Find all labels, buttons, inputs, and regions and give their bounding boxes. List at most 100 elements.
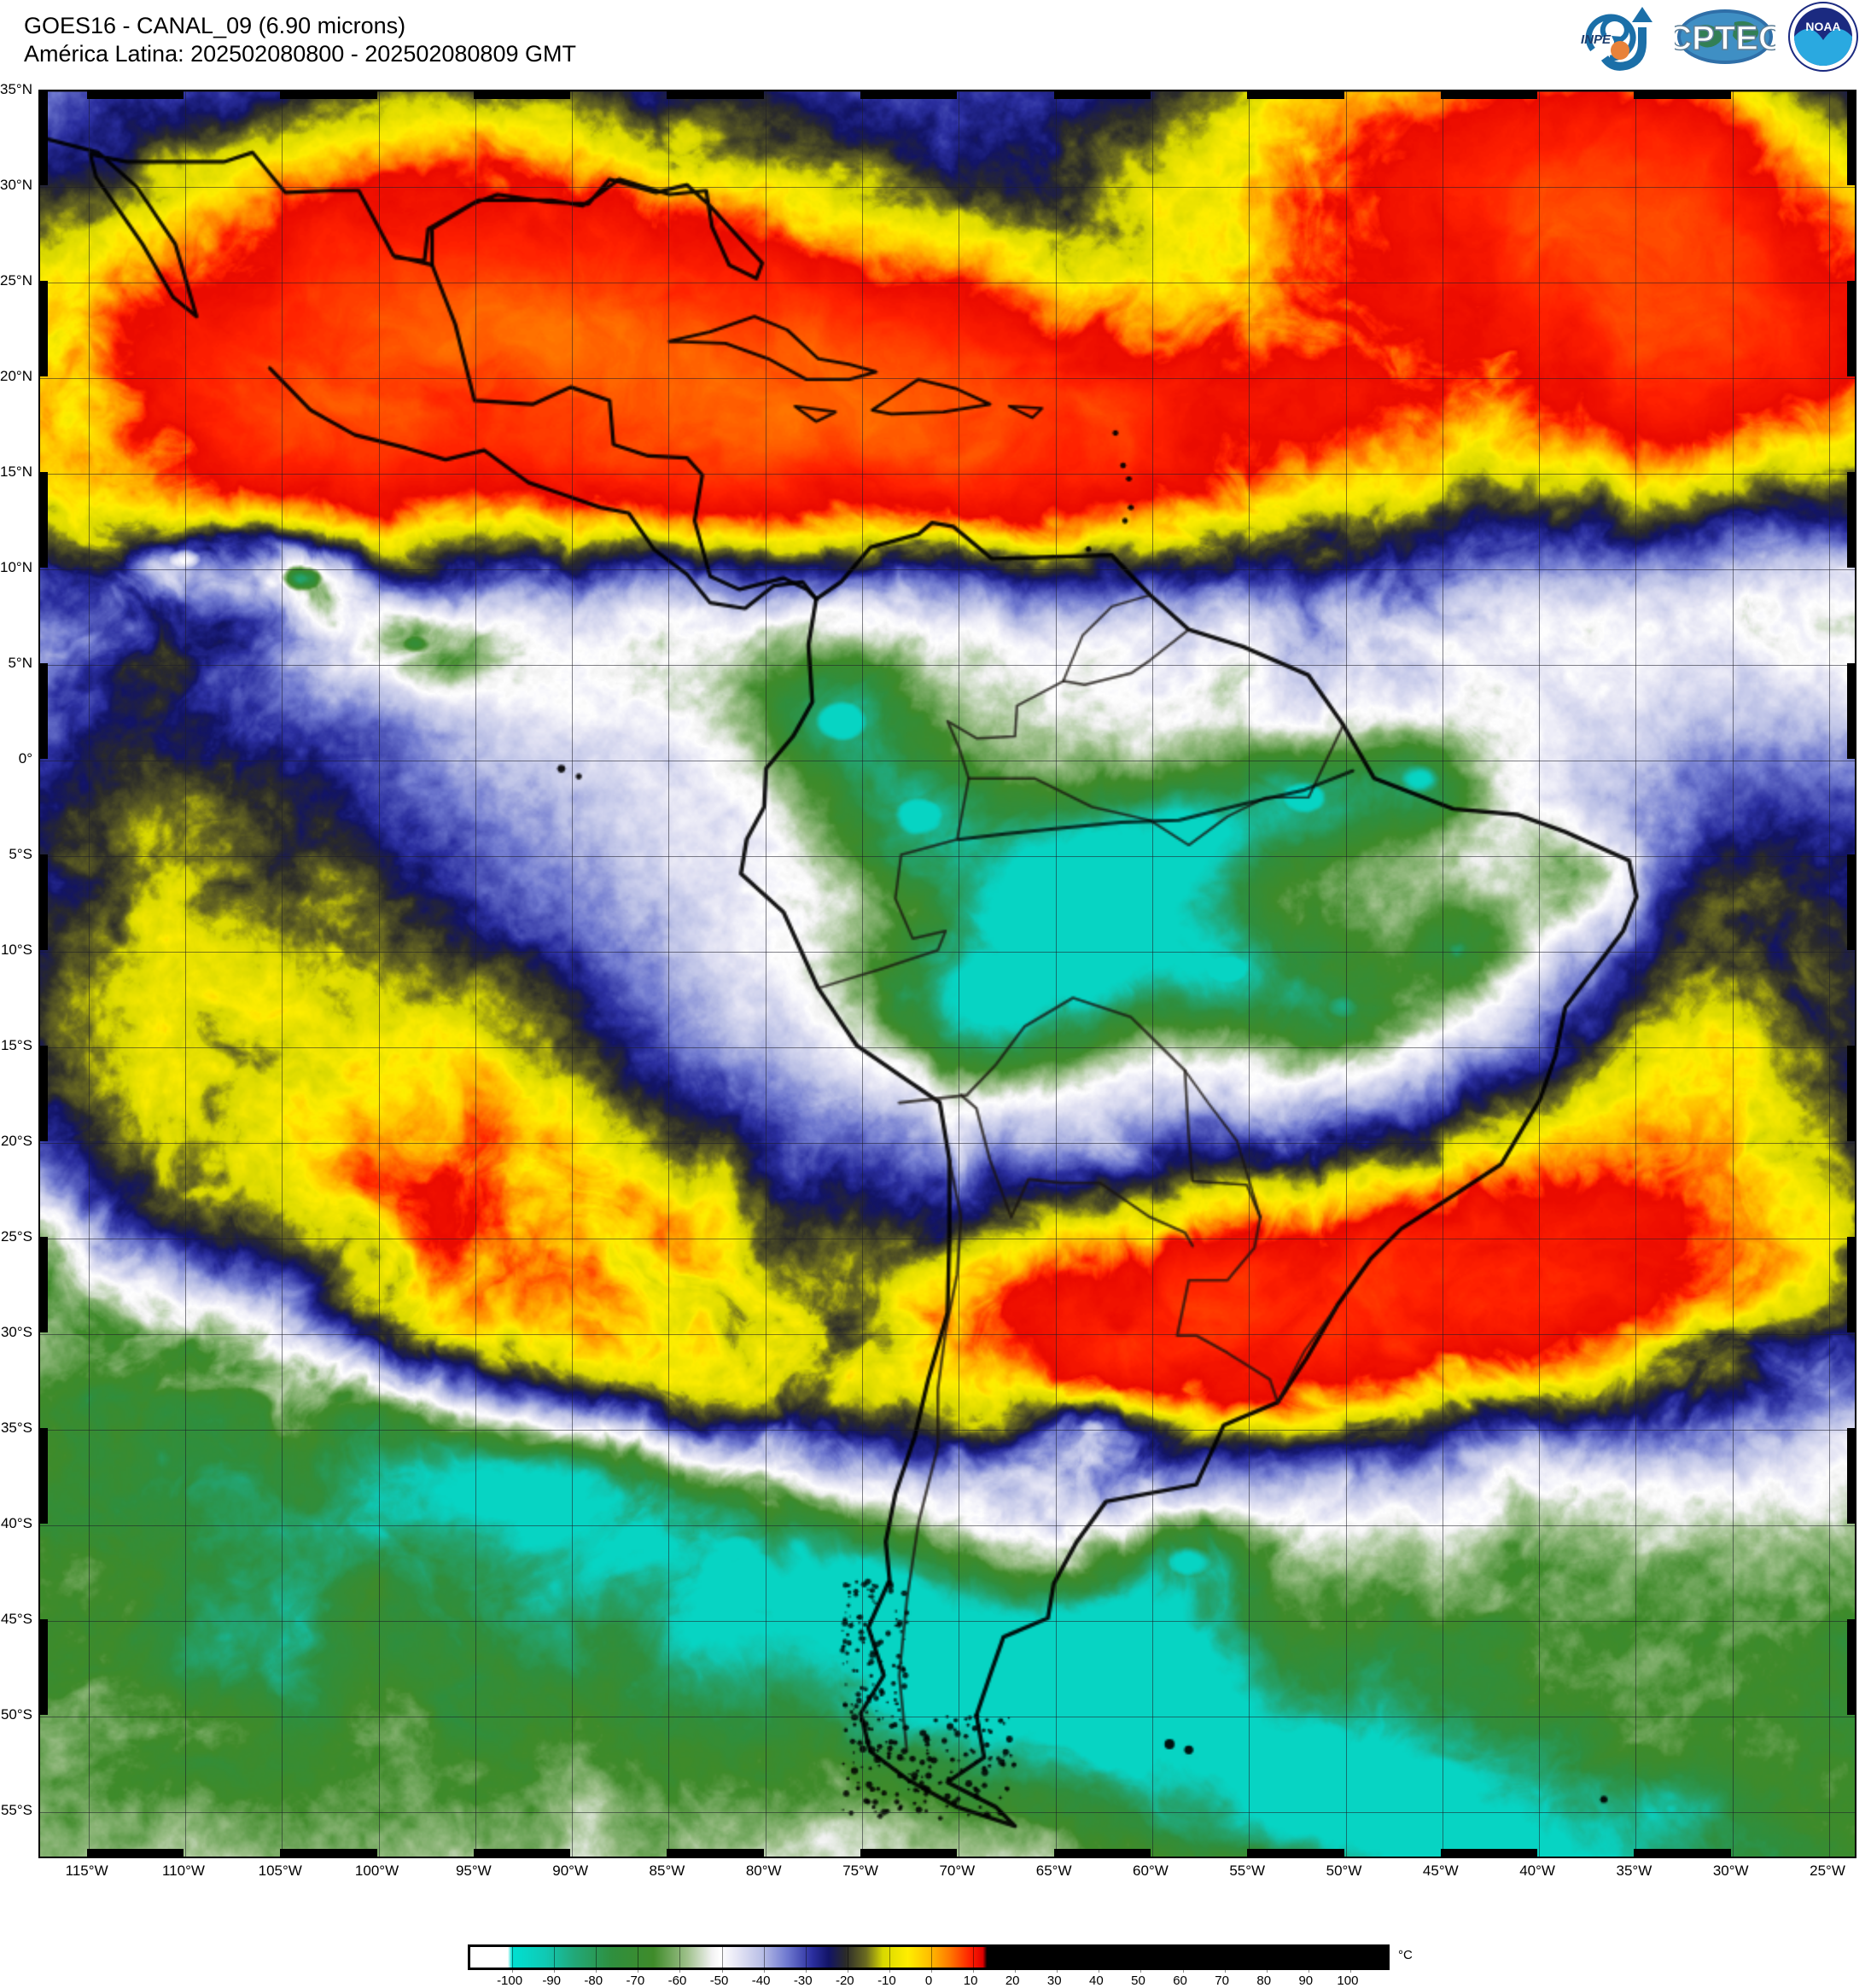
page-title: GOES16 - CANAL_09 (6.90 microns) América… xyxy=(24,12,576,68)
colorbar-tick-label: -20 xyxy=(835,1973,854,1988)
colorbar-tick-mark xyxy=(1140,1947,1142,1973)
colorbar-tick-label: 80 xyxy=(1256,1973,1272,1988)
colorbar-tick-label: -40 xyxy=(751,1973,771,1988)
graticule-parallel xyxy=(40,378,1855,379)
latitude-label: 0° xyxy=(18,750,32,767)
colorbar-tick-label: -30 xyxy=(793,1973,813,1988)
graticule-meridian xyxy=(184,91,186,1857)
colorbar-tick-label: -50 xyxy=(709,1973,729,1988)
graticule-parallel xyxy=(40,187,1855,188)
graticule-meridian xyxy=(282,91,283,1857)
latitude-label: 25°S xyxy=(0,1228,32,1245)
graticule-meridian xyxy=(1539,91,1541,1857)
colorbar-tick-label: 50 xyxy=(1131,1973,1145,1988)
graticule-parallel xyxy=(40,1334,1855,1335)
inpe-logo: INPE xyxy=(1571,2,1663,72)
latitude-label: 10°N xyxy=(0,559,32,575)
graticule-meridian xyxy=(862,91,864,1857)
colorbar-tick-mark xyxy=(889,1947,890,1973)
colorbar-tick-mark xyxy=(973,1947,975,1973)
colorbar-tick-mark xyxy=(721,1947,723,1973)
svg-text:INPE: INPE xyxy=(1581,32,1612,47)
colorbar-tick-label: 90 xyxy=(1298,1973,1314,1988)
colorbar-tick-label: 0 xyxy=(924,1973,933,1988)
latitude-label: 15°S xyxy=(0,1037,32,1053)
longitude-label: 115°W xyxy=(65,1863,108,1879)
title-channel-line: GOES16 - CANAL_09 (6.90 microns) xyxy=(24,13,406,38)
graticule-parallel xyxy=(40,569,1855,570)
longitude-label: 35°W xyxy=(1616,1863,1652,1879)
latitude-label: 5°S xyxy=(9,846,32,862)
graticule-parallel xyxy=(40,665,1855,666)
colorbar-tick-mark xyxy=(931,1947,932,1973)
longitude-label: 105°W xyxy=(258,1863,302,1879)
cptec-logo: CPTEC xyxy=(1675,2,1775,72)
header: GOES16 - CANAL_09 (6.90 microns) América… xyxy=(0,0,1871,85)
colorbar-tick-mark xyxy=(805,1947,807,1973)
latitude-label: 15°N xyxy=(0,463,32,480)
colorbar-tick-mark xyxy=(1266,1947,1268,1973)
graticule-parallel xyxy=(40,91,1855,92)
latitude-label: 20°N xyxy=(0,368,32,384)
graticule-parallel xyxy=(40,952,1855,953)
graticule-parallel xyxy=(40,1525,1855,1526)
graticule-parallel xyxy=(40,1812,1855,1813)
colorbar-tick-mark xyxy=(679,1947,681,1973)
colorbar-tick-label: 70 xyxy=(1215,1973,1229,1988)
graticule-meridian xyxy=(572,91,574,1857)
satellite-map[interactable] xyxy=(38,90,1856,1858)
colorbar-tick-mark xyxy=(1015,1947,1017,1973)
graticule-meridian xyxy=(1055,91,1057,1857)
latitude-label: 35°N xyxy=(0,81,32,97)
latitude-label: 45°S xyxy=(0,1611,32,1627)
latitude-label: 55°S xyxy=(0,1802,32,1818)
colorbar-tick-mark xyxy=(763,1947,765,1973)
graticule-meridian xyxy=(1249,91,1250,1857)
longitude-label: 30°W xyxy=(1712,1863,1749,1879)
graticule-meridian xyxy=(1732,91,1734,1857)
longitude-label: 50°W xyxy=(1326,1863,1362,1879)
colorbar-tick-mark xyxy=(596,1947,597,1973)
satellite-image-canvas xyxy=(40,91,1855,1857)
noaa-wordmark: NOAA xyxy=(1805,20,1840,33)
colorbar-tick-mark xyxy=(1224,1947,1226,1973)
graticule-parallel xyxy=(40,1047,1855,1048)
colorbar-tick-mark xyxy=(1057,1947,1058,1973)
longitude-label: 85°W xyxy=(649,1863,685,1879)
colorbar-tick-label: 30 xyxy=(1046,1973,1062,1988)
colorbar-tick-label: 60 xyxy=(1173,1973,1187,1988)
graticule-meridian xyxy=(475,91,476,1857)
longitude-label: 75°W xyxy=(842,1863,878,1879)
latitude-axis: 35°N 30°N 25°N 20°N 15°N 10°N 5°N 0° 5°S 10°S 15°S… xyxy=(0,81,36,1858)
graticule-meridian xyxy=(1345,91,1347,1857)
longitude-label: 80°W xyxy=(745,1863,782,1879)
colorbar-tick-label: -60 xyxy=(667,1973,687,1988)
noaa-logo: NOAA xyxy=(1787,2,1859,72)
graticule-parallel xyxy=(40,856,1855,857)
colorbar-tick-label: -100 xyxy=(497,1973,523,1988)
colorbar-tick-label: 20 xyxy=(1005,1973,1020,1988)
colorbar-tick-label: 40 xyxy=(1089,1973,1104,1988)
latitude-label: 50°S xyxy=(0,1706,32,1723)
colorbar-tick-label: -70 xyxy=(626,1973,645,1988)
graticule-meridian xyxy=(88,91,90,1857)
colorbar-tick-label: 10 xyxy=(963,1973,978,1988)
longitude-label: 100°W xyxy=(354,1863,399,1879)
latitude-label: 35°S xyxy=(0,1420,32,1436)
colorbar-tick-label: -10 xyxy=(877,1973,896,1988)
latitude-label: 30°S xyxy=(0,1324,32,1340)
graticule-parallel xyxy=(40,1143,1855,1144)
svg-text:CPTEC: CPTEC xyxy=(1675,20,1775,57)
colorbar-tick-mark xyxy=(554,1947,556,1973)
graticule-meridian xyxy=(668,91,670,1857)
graticule-parallel xyxy=(40,1430,1855,1431)
logo-strip: INPE CPTEC NOAA xyxy=(1571,2,1859,72)
colorbar-tick-mark xyxy=(1182,1947,1184,1973)
longitude-label: 25°W xyxy=(1810,1863,1845,1879)
latitude-label: 5°N xyxy=(8,655,32,671)
colorbar-tick-label: -80 xyxy=(584,1973,603,1988)
graticule-meridian xyxy=(1635,91,1637,1857)
graticule-meridian xyxy=(1829,91,1830,1857)
colorbar-legend: -100 -90 -80 -70 -60 -50 -40 -30 -20 -10 0 10 20 30 40… xyxy=(468,1944,1413,1988)
latitude-label: 20°S xyxy=(0,1133,32,1149)
